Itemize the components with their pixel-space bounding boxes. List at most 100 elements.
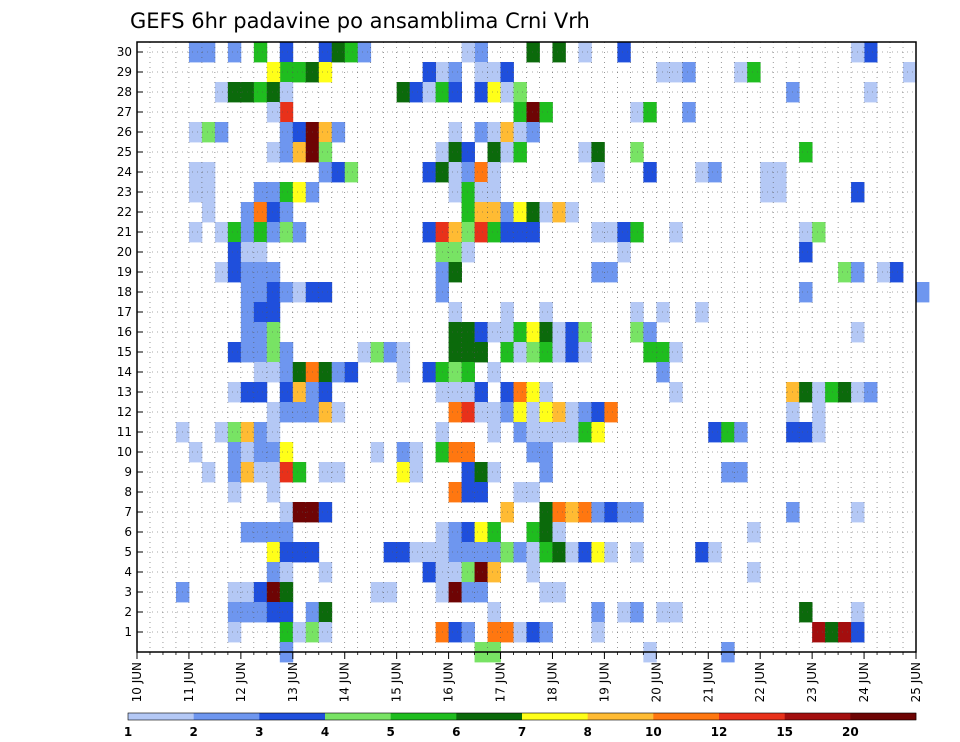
heatmap-cell — [812, 622, 826, 643]
heatmap-cell — [214, 222, 229, 243]
y-tick-label: 4 — [124, 565, 132, 579]
heatmap-cell — [669, 602, 683, 623]
heatmap-cell — [253, 182, 268, 203]
heatmap-cell — [461, 482, 475, 503]
heatmap-cell — [734, 422, 748, 443]
heatmap-cell — [201, 122, 216, 143]
heatmap-cell — [331, 42, 346, 63]
heatmap-cell — [513, 122, 527, 143]
heatmap-cell — [552, 502, 566, 523]
heatmap-cell — [474, 562, 488, 583]
heatmap-cell — [188, 162, 203, 183]
heatmap-cell — [253, 282, 268, 303]
heatmap-cell — [578, 422, 592, 443]
heatmap-cell — [578, 402, 592, 423]
heatmap-cell — [487, 62, 501, 83]
heatmap-cell — [539, 462, 553, 483]
heatmap-cell — [318, 562, 333, 583]
heatmap-cell — [344, 162, 359, 183]
heatmap-cell — [773, 182, 787, 203]
heatmap-cell — [539, 102, 553, 123]
heatmap-cell — [253, 322, 268, 343]
heatmap-cell — [656, 62, 670, 83]
heatmap-cell — [552, 582, 566, 603]
heatmap-cell — [318, 622, 333, 643]
heatmap-cell — [864, 82, 878, 103]
heatmap-cell — [604, 262, 618, 283]
heatmap-cell — [487, 462, 501, 483]
heatmap-cell — [617, 602, 631, 623]
y-tick-label: 2 — [124, 605, 132, 619]
heatmap-cell — [474, 82, 488, 103]
heatmap-cell — [669, 342, 683, 363]
heatmap-cell — [487, 122, 501, 143]
heatmap-cell — [526, 42, 540, 63]
heatmap-cell — [812, 382, 826, 403]
heatmap-cell — [461, 182, 475, 203]
heatmap-cell — [227, 82, 242, 103]
x-tick-label: 18 JUN — [545, 662, 559, 702]
heatmap-cell — [487, 542, 501, 563]
heatmap-cell — [617, 242, 631, 263]
colorbar-label: 7 — [518, 725, 526, 739]
colorbar-swatch — [193, 713, 260, 720]
colorbar: 1 2 3 4 5 6 7 8 10 12 15 20 — [124, 712, 917, 739]
heatmap-cell — [487, 362, 501, 383]
heatmap-cell — [799, 422, 813, 443]
heatmap-cell — [578, 142, 592, 163]
chart-title: GEFS 6hr padavine po ansamblima Crni Vrh — [130, 9, 590, 33]
heatmap-cell — [292, 222, 307, 243]
heatmap-cell — [266, 202, 281, 223]
heatmap-cell — [591, 262, 605, 283]
y-tick-label: 9 — [124, 465, 132, 479]
heatmap-cell — [409, 442, 424, 463]
heatmap-cell — [396, 342, 411, 363]
heatmap-cell — [487, 202, 501, 223]
heatmap-cell — [266, 402, 281, 423]
heatmap-cell — [279, 382, 294, 403]
heatmap-cell — [747, 522, 761, 543]
heatmap-cell — [266, 602, 281, 623]
x-tick-label: 14 JUN — [338, 662, 352, 702]
colorbar-swatch — [259, 713, 326, 720]
heatmap-cell — [448, 262, 462, 283]
heatmap-cell — [643, 342, 657, 363]
heatmap-cell — [526, 122, 540, 143]
x-tick-label: 10 JUN — [130, 662, 144, 702]
colorbar-swatch — [522, 713, 588, 720]
heatmap-cell — [318, 382, 333, 403]
heatmap-cell — [214, 122, 229, 143]
heatmap-cell — [864, 382, 878, 403]
heatmap-cell — [526, 522, 540, 543]
heatmap-cell — [266, 482, 281, 503]
heatmap-cell — [812, 422, 826, 443]
heatmap-cell — [409, 82, 424, 103]
heatmap-cell — [799, 222, 813, 243]
y-tick-label: 25 — [117, 145, 132, 159]
heatmap-cell — [552, 342, 566, 363]
heatmap-cell — [253, 602, 268, 623]
heatmap-cell — [526, 102, 540, 123]
y-tick-label: 20 — [117, 245, 132, 259]
heatmap-cell — [448, 142, 462, 163]
heatmap-cell — [903, 62, 917, 83]
heatmap-cell — [279, 222, 294, 243]
heatmap-cell — [474, 62, 488, 83]
heatmap-cell — [227, 482, 242, 503]
heatmap-cell — [227, 622, 242, 643]
heatmap-cell — [539, 442, 553, 463]
heatmap-cell — [487, 622, 501, 643]
colorbar-label: 5 — [386, 725, 394, 739]
heatmap-cell — [383, 342, 398, 363]
y-tick-label: 5 — [124, 545, 132, 559]
heatmap-cell — [539, 622, 553, 643]
heatmap-cell — [279, 142, 294, 163]
heatmap-cell — [461, 322, 475, 343]
heatmap-cell — [552, 322, 566, 343]
heatmap-cell — [461, 442, 475, 463]
heatmap-cell — [279, 62, 294, 83]
heatmap-cell — [552, 422, 566, 443]
heatmap-cell — [838, 622, 852, 643]
heatmap-cell — [409, 542, 424, 563]
heatmap-cell — [526, 322, 540, 343]
